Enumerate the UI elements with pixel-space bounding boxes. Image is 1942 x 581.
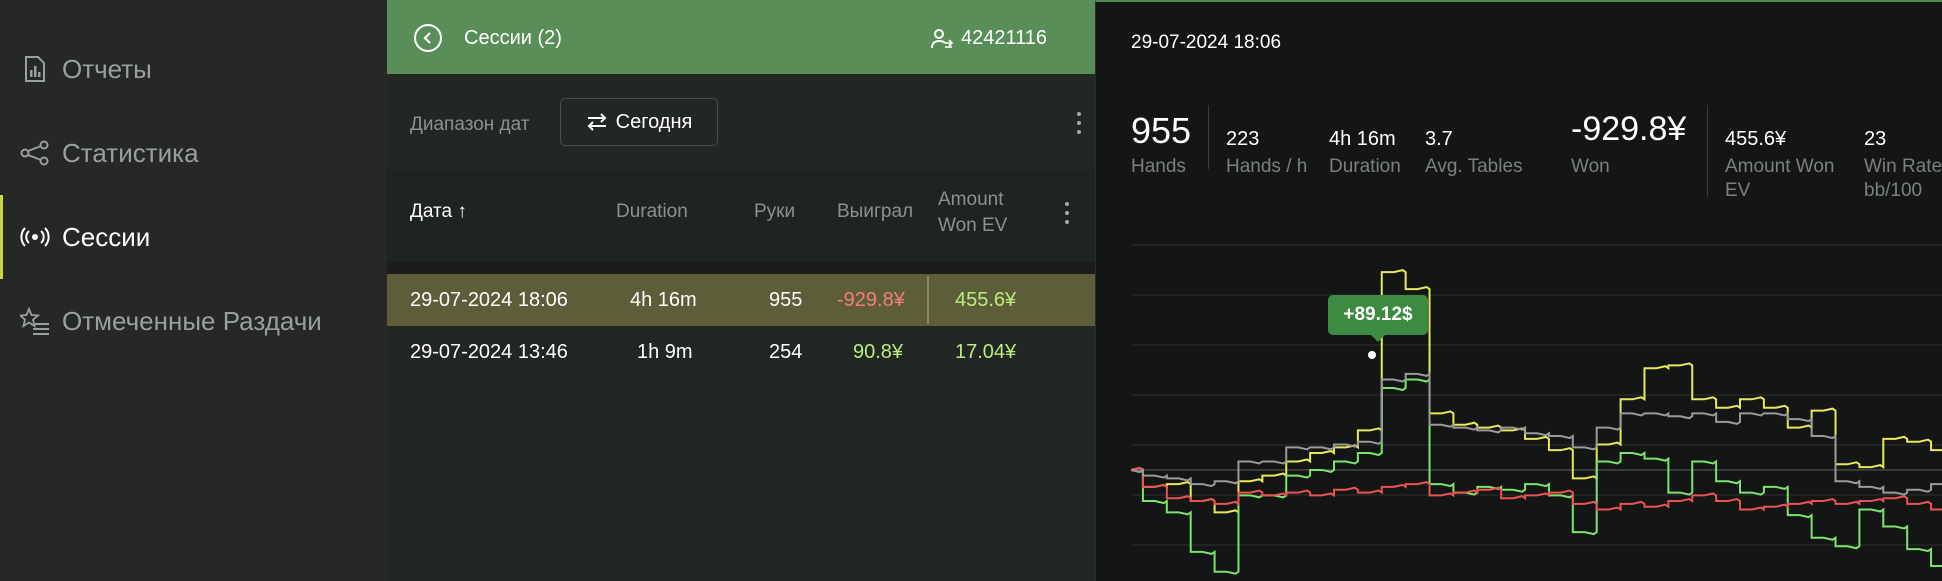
stat-avg-tables-value: 3.7	[1425, 128, 1453, 150]
session-detail-panel: 29-07-2024 18:06 955 Hands 223 Hands / h…	[1095, 0, 1942, 581]
filter-row: Диапазон дат Сегодня	[387, 74, 1095, 170]
row-duration: 1h 9m	[637, 341, 693, 363]
sessions-header: Сессии (2) 42421116	[387, 0, 1095, 74]
stat-hands-per-hour-label: Hands / h	[1226, 156, 1308, 177]
stat-separator	[1707, 105, 1708, 197]
report-icon	[20, 54, 50, 84]
row-amount-won-ev: 455.6¥	[955, 289, 1017, 311]
date-range-button[interactable]: Сегодня	[560, 98, 718, 146]
share-nodes-icon	[20, 138, 50, 168]
table-row[interactable]: 29-07-2024 13:46 1h 9m 254 90.8¥ 17.04¥	[387, 326, 1095, 378]
sidebar-item-label: Статистика	[62, 137, 199, 168]
back-button[interactable]	[414, 24, 442, 52]
sidebar-item-marked-hands[interactable]: Отмеченные Раздачи	[0, 279, 387, 363]
columns-menu-button[interactable]	[1064, 202, 1070, 224]
stat-hands-per-hour-value: 223	[1226, 128, 1260, 150]
row-amount-won-ev: 17.04¥	[955, 341, 1017, 363]
row-won: -929.8¥	[837, 289, 905, 311]
stat-duration-value: 4h 16m	[1329, 128, 1396, 150]
stat-won-value: -929.8¥	[1571, 110, 1687, 148]
row-won: 90.8¥	[853, 341, 904, 363]
date-range-value: Сегодня	[615, 110, 693, 133]
user-id: 42421116	[961, 27, 1048, 49]
hover-point	[1368, 351, 1376, 359]
row-date: 29-07-2024 13:46	[410, 341, 568, 363]
filter-menu-button[interactable]	[1076, 112, 1082, 134]
stat-won-label: Won	[1571, 156, 1610, 177]
row-hands: 955	[769, 289, 803, 311]
sidebar-item-reports[interactable]: Отчеты	[0, 27, 387, 111]
column-hands[interactable]: Руки	[754, 201, 796, 222]
chevron-left-icon	[423, 32, 431, 44]
broadcast-icon	[20, 222, 50, 252]
column-date[interactable]: Дата ↑	[410, 201, 467, 222]
starred-list-icon	[20, 306, 50, 336]
sidebar: Отчеты Статистика Сессии Отмеченные Разд…	[0, 0, 387, 581]
sessions-panel: Сессии (2) 42421116 Диапазон дат Сегодня…	[387, 0, 1095, 581]
session-date: 29-07-2024 18:06	[1131, 32, 1282, 53]
series-line	[1131, 269, 1942, 515]
row-hands: 254	[769, 341, 803, 363]
stat-duration-label: Duration	[1329, 156, 1401, 177]
table-row[interactable]: 29-07-2024 18:06 4h 16m 955 -929.8¥ 455.…	[387, 274, 1095, 326]
table-divider	[387, 262, 1095, 274]
stat-amount-won-ev-value: 455.6¥	[1725, 128, 1787, 150]
sidebar-item-sessions[interactable]: Сессии	[0, 195, 387, 279]
column-divider	[927, 276, 929, 324]
stat-amount-won-ev-label: Amount Won EV	[1725, 156, 1835, 201]
stat-separator	[1208, 105, 1209, 169]
stat-hands-value: 955	[1131, 110, 1192, 151]
sidebar-item-label: Сессии	[62, 221, 151, 252]
chart-tooltip: +89.12$	[1328, 295, 1428, 342]
profit-chart[interactable]	[1131, 242, 1942, 581]
row-date: 29-07-2024 18:06	[410, 289, 568, 311]
series-line	[1131, 466, 1942, 512]
column-duration[interactable]: Duration	[616, 201, 688, 222]
column-amount-won-ev[interactable]: Amount Won EV	[938, 189, 1008, 236]
stat-win-rate-label: Win Rate bb/100	[1864, 156, 1942, 201]
sidebar-item-label: Отмеченные Раздачи	[62, 305, 322, 336]
row-duration: 4h 16m	[630, 289, 697, 311]
column-won[interactable]: Выиграл	[837, 201, 914, 222]
page-title: Сессии (2)	[464, 27, 562, 49]
sidebar-item-statistics[interactable]: Статистика	[0, 111, 387, 195]
date-range-label: Диапазон дат	[410, 114, 530, 135]
swap-arrows-icon	[587, 113, 607, 131]
table-header: Дата ↑ Duration Руки Выиграл Amount Won …	[387, 170, 1095, 262]
stat-avg-tables-label: Avg. Tables	[1425, 156, 1523, 177]
stat-win-rate-value: 23	[1864, 128, 1887, 150]
stat-hands-label: Hands	[1131, 156, 1186, 177]
user-switch-icon	[930, 28, 954, 55]
sidebar-item-label: Отчеты	[62, 53, 152, 84]
tooltip-value: +89.12$	[1343, 304, 1413, 325]
series-line	[1131, 372, 1942, 496]
